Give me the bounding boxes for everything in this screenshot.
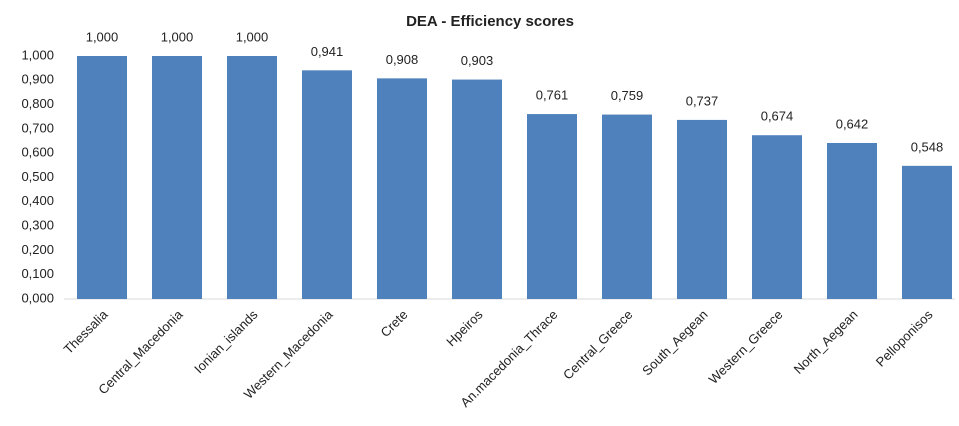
bar	[527, 114, 577, 300]
bar	[452, 79, 502, 299]
bar	[602, 114, 652, 299]
value-label: 0,548	[911, 139, 944, 154]
y-tick-label: 0,500	[21, 169, 54, 184]
bar	[752, 135, 802, 299]
value-label: 0,761	[536, 88, 569, 103]
y-tick-label: 0,000	[21, 290, 54, 305]
value-label: 1,000	[161, 29, 194, 44]
x-tick-label: Western_Greece	[706, 307, 786, 387]
y-tick-label: 0,900	[21, 72, 54, 87]
value-label: 1,000	[236, 29, 269, 44]
x-tick-label: Ionian_islands	[191, 307, 261, 377]
x-tick-label: Crete	[377, 307, 410, 340]
value-label: 0,737	[686, 93, 719, 108]
bar	[827, 142, 877, 299]
value-label: 0,941	[311, 44, 344, 59]
bar	[902, 165, 952, 299]
y-tick-label: 0,300	[21, 218, 54, 233]
bar	[152, 56, 202, 299]
bar	[677, 119, 727, 299]
x-tick-label: Pelloponisos	[873, 307, 936, 370]
bar	[377, 78, 427, 299]
y-tick-label: 0,700	[21, 120, 54, 135]
y-tick-label: 0,800	[21, 96, 54, 111]
x-tick-label: Thessalia	[61, 306, 111, 356]
x-tick-label: Central_Greece	[560, 307, 636, 383]
value-label: 0,674	[761, 109, 794, 124]
value-label: 1,000	[86, 29, 119, 44]
y-tick-label: 0,400	[21, 193, 54, 208]
bar	[77, 56, 127, 299]
bar	[227, 56, 277, 299]
x-tick-label: Hpeiros	[443, 307, 486, 350]
chart-title: DEA - Efficiency scores	[406, 13, 574, 30]
value-label: 0,908	[386, 52, 419, 67]
y-tick-label: 0,100	[21, 266, 54, 281]
y-tick-label: 1,000	[21, 47, 54, 62]
value-label: 0,759	[611, 88, 644, 103]
x-tick-label: South_Aegean	[639, 307, 710, 378]
bar	[302, 70, 352, 299]
value-label: 0,903	[461, 53, 494, 68]
x-tick-label: North_Aegean	[791, 307, 861, 377]
value-label: 0,642	[836, 116, 869, 131]
y-tick-label: 0,600	[21, 145, 54, 160]
y-tick-label: 0,200	[21, 242, 54, 257]
x-tick-label: Central_Macedonia	[95, 306, 186, 397]
